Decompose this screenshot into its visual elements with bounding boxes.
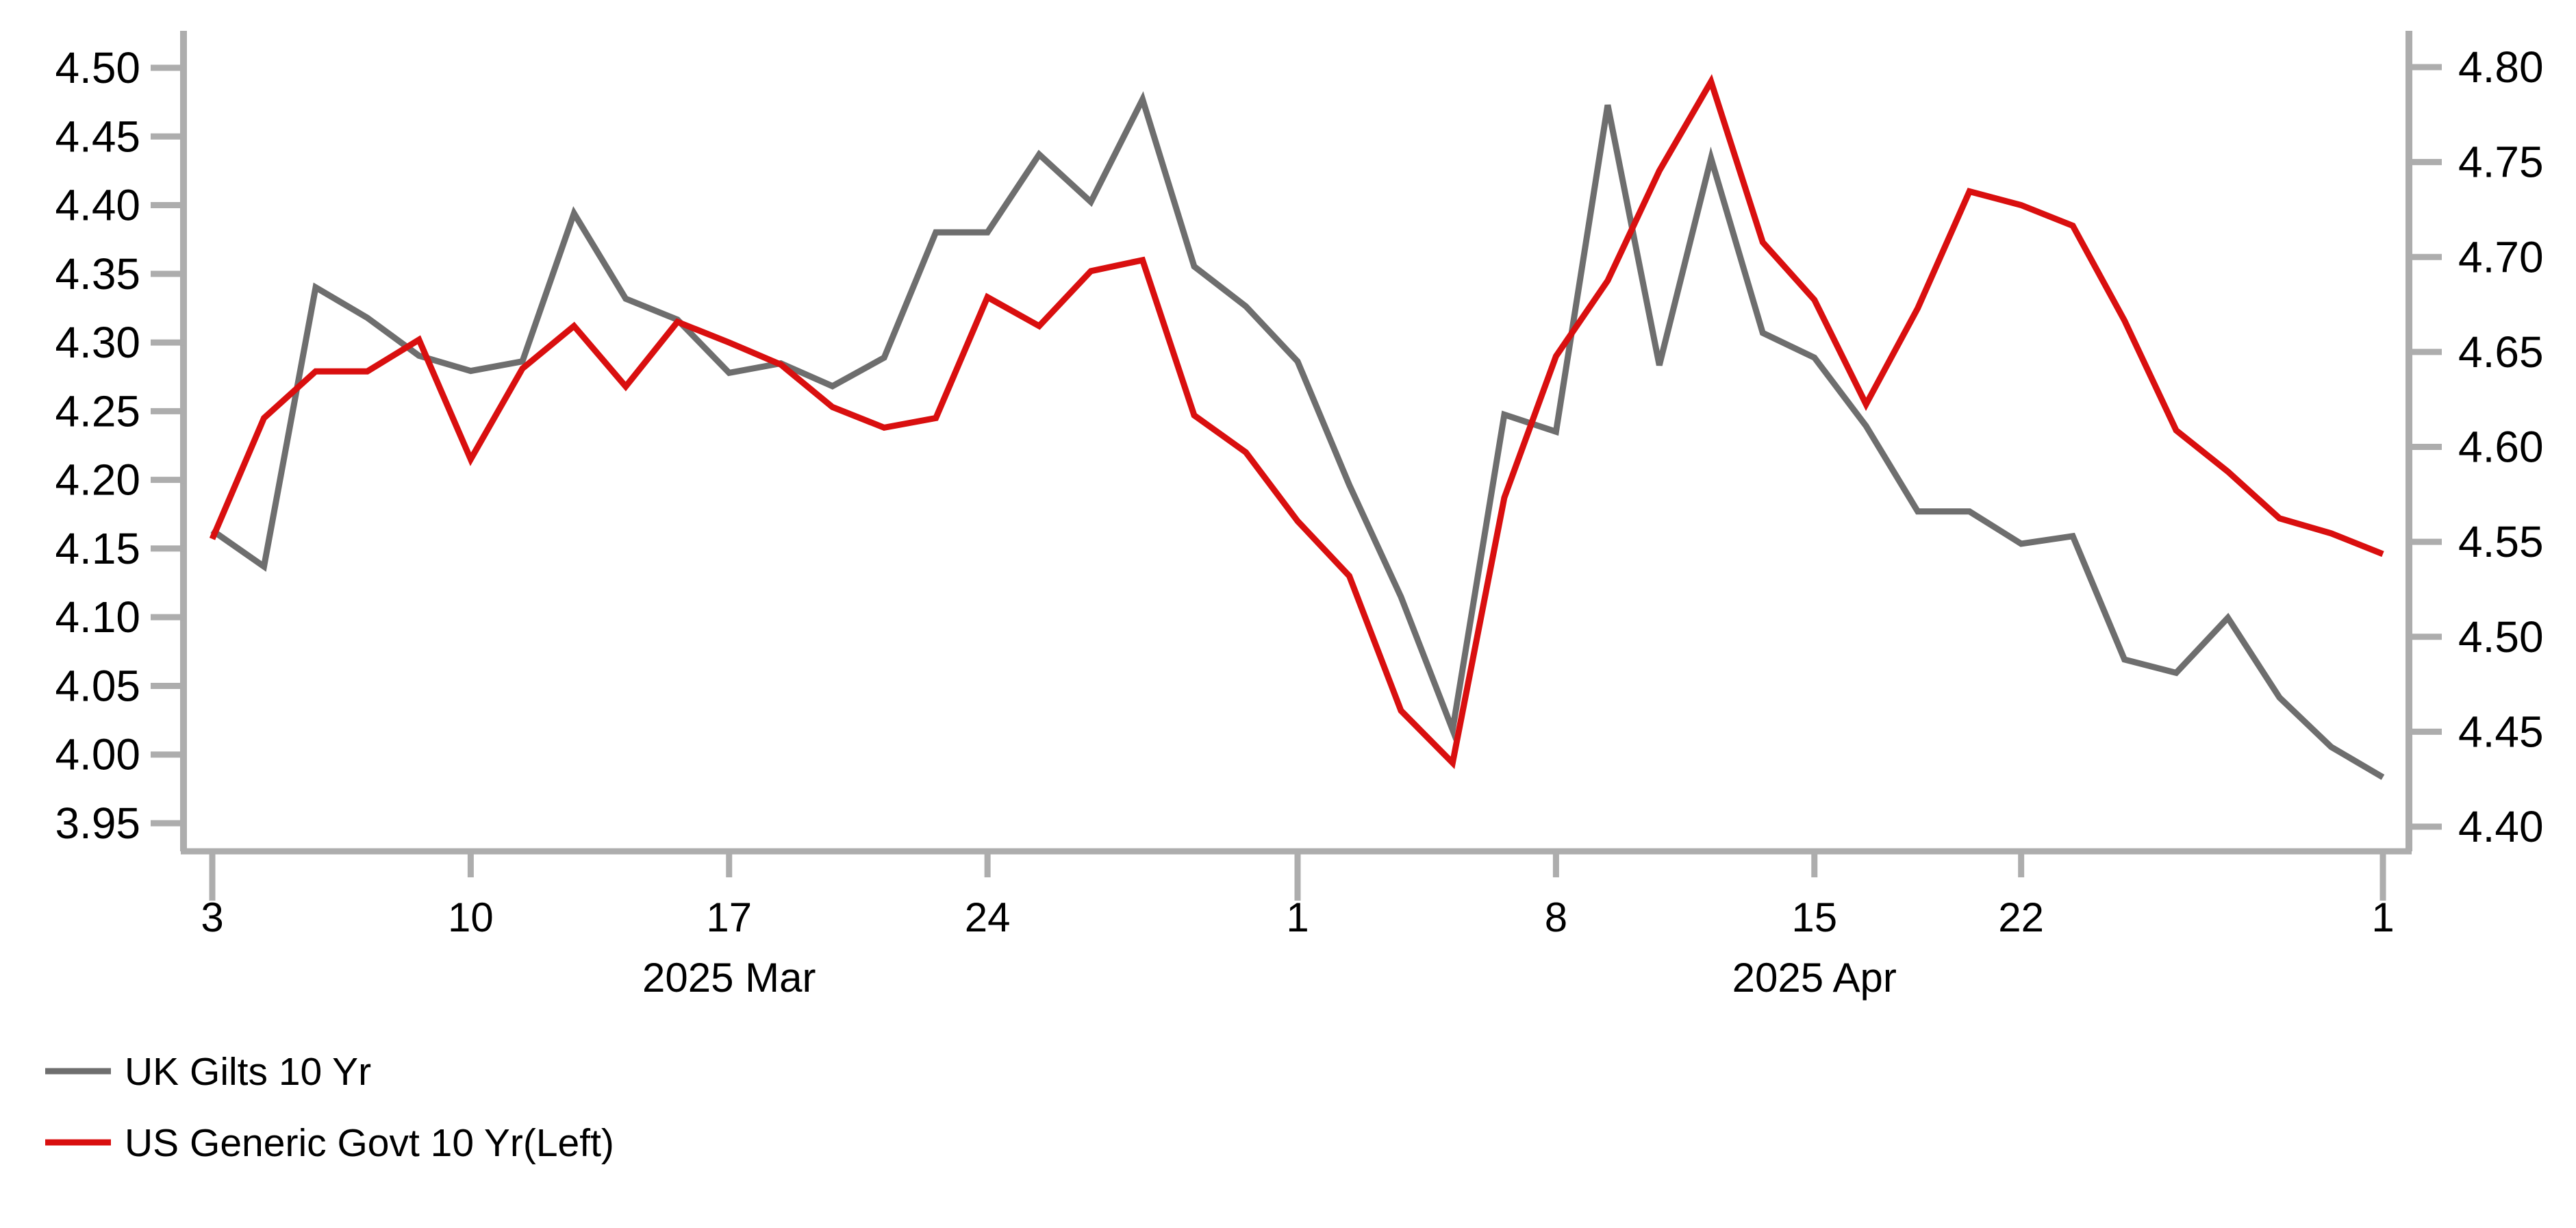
- x-axis-tick-label: 15: [1791, 894, 1837, 940]
- right-axis-tick-label: 4.40: [2458, 802, 2544, 851]
- right-axis-tick-label: 4.55: [2458, 517, 2544, 566]
- left-axis-tick-label: 4.45: [55, 112, 140, 161]
- left-axis-tick-label: 4.30: [55, 318, 140, 367]
- left-axis-tick-label: 4.05: [55, 661, 140, 710]
- series-line-us-generic-govt-10yr: [209, 74, 2384, 770]
- left-axis-tick-label: 3.95: [55, 799, 140, 848]
- right-axis-tick-label: 4.70: [2458, 232, 2544, 281]
- data-lines-layer: [209, 74, 2385, 780]
- legend-label-us-govt: US Generic Govt 10 Yr(Left): [125, 1121, 614, 1165]
- right-axis-tick-label: 4.65: [2458, 327, 2544, 377]
- x-axis-month-label: 2025 Apr: [1732, 955, 1897, 1001]
- left-axis-tick-label: 4.40: [55, 181, 140, 230]
- x-axis-tick-label: 8: [1545, 894, 1567, 940]
- left-axis-tick-label: 4.50: [55, 43, 140, 92]
- right-axis-tick-label: 4.60: [2458, 423, 2544, 472]
- legend: UK Gilts 10 Yr US Generic Govt 10 Yr(Lef…: [45, 1050, 614, 1165]
- axes-layer: 4.50 4.45 4.40 4.35 4.30 4.25 4.20 4.15 4.10 4.05…: [55, 31, 2544, 1001]
- right-axis-tick-label: 4.45: [2458, 707, 2544, 756]
- x-axis-month-label: 2025 Mar: [642, 955, 816, 1001]
- x-axis-tick-label: 22: [1998, 894, 2044, 940]
- left-axis-tick-label: 4.00: [55, 730, 140, 779]
- x-axis-tick-label: 17: [706, 894, 752, 940]
- x-axis-tick-label: 1: [2371, 894, 2394, 940]
- series-line-uk-gilts-10yr: [210, 91, 2385, 780]
- legend-label-uk-gilts: UK Gilts 10 Yr: [125, 1050, 371, 1094]
- right-axis-tick-label: 4.50: [2458, 612, 2544, 662]
- left-axis-tick-label: 4.10: [55, 592, 140, 642]
- x-axis-tick-label: 10: [448, 894, 494, 940]
- right-axis-tick-label: 4.75: [2458, 138, 2544, 187]
- left-axis-tick-label: 4.15: [55, 524, 140, 573]
- x-axis-tick-label: 3: [201, 894, 223, 940]
- right-axis-tick-label: 4.80: [2458, 42, 2544, 92]
- left-axis-tick-label: 4.20: [55, 455, 140, 505]
- left-axis-tick-label: 4.25: [55, 386, 140, 436]
- x-axis-tick-label: 1: [1286, 894, 1309, 940]
- x-axis-tick-label: 24: [965, 894, 1011, 940]
- left-axis-tick-label: 4.35: [55, 249, 140, 299]
